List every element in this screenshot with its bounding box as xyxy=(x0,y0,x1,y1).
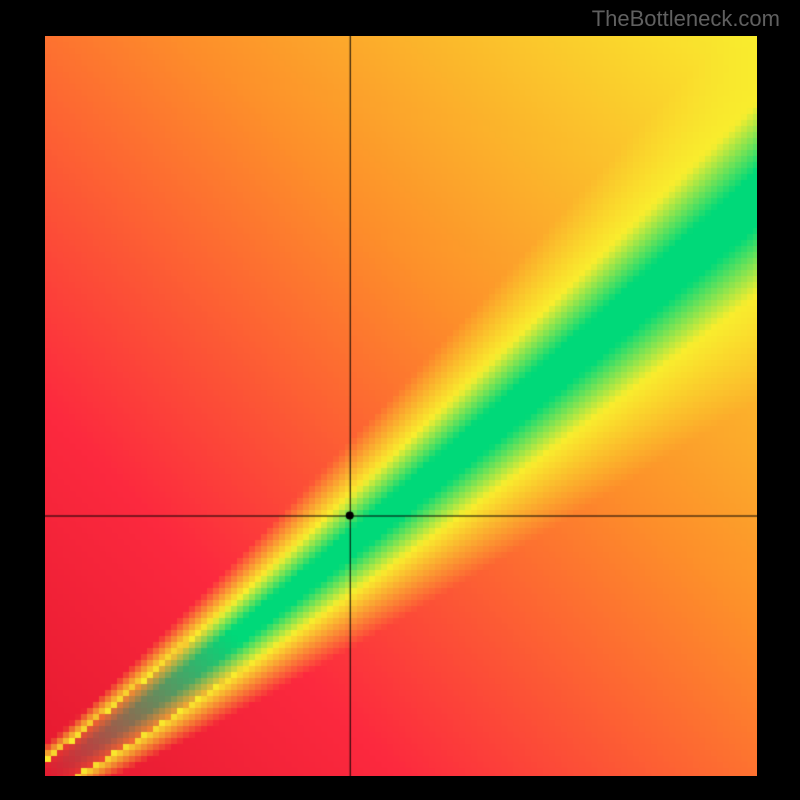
chart-container: TheBottleneck.com xyxy=(0,0,800,800)
watermark-text: TheBottleneck.com xyxy=(592,6,780,32)
heatmap-canvas xyxy=(45,36,757,776)
plot-area xyxy=(45,36,757,776)
